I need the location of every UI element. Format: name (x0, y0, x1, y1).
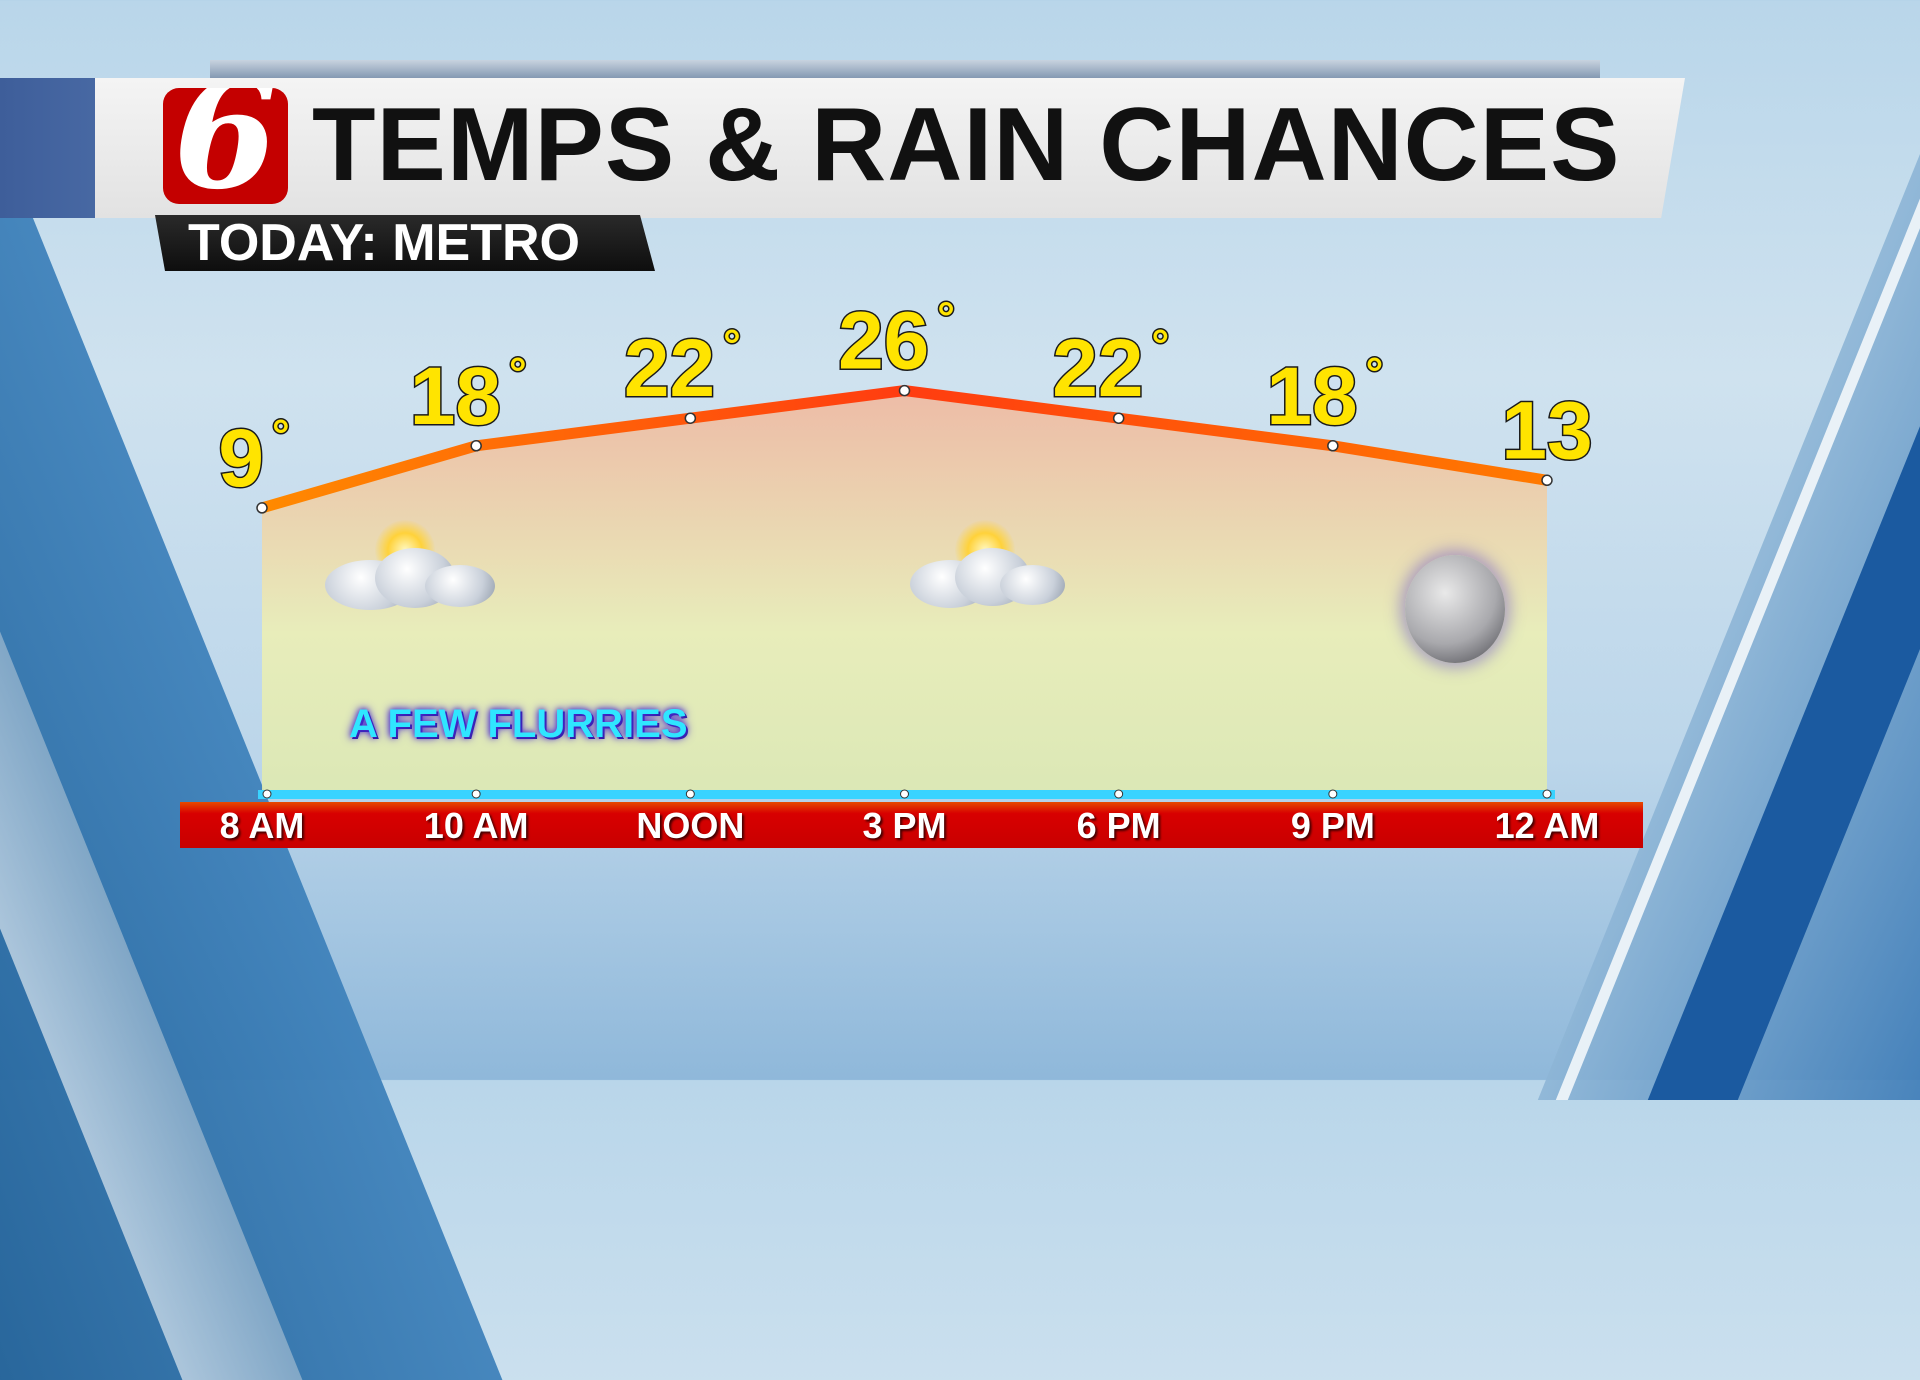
time-axis-bar (180, 802, 1643, 848)
logo-six: 6 (173, 88, 278, 204)
temp-data-label: 18 ° (410, 349, 527, 442)
x-tick-label: 6 PM (1076, 805, 1161, 846)
x-tick-label: 3 PM (862, 805, 947, 846)
degree-symbol: ° (272, 411, 290, 460)
x-tick-label: 8 AM (219, 805, 305, 846)
data-point (898, 384, 911, 397)
header-bar (95, 78, 1685, 218)
x-tick-label: NOON (636, 805, 745, 846)
degree-symbol: ° (1151, 321, 1169, 370)
temp-data-label: 9 ° (218, 411, 289, 504)
degree-symbol: ° (1366, 349, 1384, 398)
precip-annotation: A FEW FLURRIES (349, 702, 688, 746)
partly-cloudy-icon (910, 520, 1070, 620)
axis-tick-marker (262, 789, 272, 799)
x-tick-label: 9 PM (1290, 805, 1375, 846)
temp-data-label: 22 ° (1052, 321, 1169, 414)
data-point (684, 412, 697, 424)
axis-tick-marker (1542, 789, 1552, 799)
partly-cloudy-icon (325, 520, 505, 620)
temp-data-label: 13 (1501, 385, 1592, 476)
data-point (470, 440, 482, 452)
temp-data-label: 26 ° (838, 294, 955, 387)
degree-symbol: ° (509, 349, 527, 398)
axis-tick-marker (685, 789, 695, 799)
axis-tick-marker (471, 789, 481, 799)
temp-data-label: 22 ° (624, 321, 741, 414)
axis-tick-marker (900, 789, 909, 799)
axis-tick-marker (1328, 789, 1338, 799)
data-point (1112, 412, 1125, 424)
area-fill (262, 390, 1547, 794)
degree-symbol: ° (937, 294, 955, 343)
x-tick-label: 12 AM (1494, 805, 1600, 846)
data-point (1327, 440, 1339, 452)
data-point (256, 502, 268, 514)
temp-data-label: 18 ° (1266, 349, 1383, 442)
temperature-chart: 9 ° 18 ° 22 ° 26 ° 22 ° 18 ° 13 (217, 292, 1594, 799)
station-logo: 6 (163, 88, 288, 204)
x-tick-label: 10 AM (423, 805, 529, 846)
degree-symbol: ° (723, 321, 741, 370)
moon-icon (1405, 555, 1505, 663)
page-title: TEMPS & RAIN CHANCES (312, 87, 1621, 203)
background-top-strip (210, 60, 1600, 80)
subtitle-bar (155, 215, 655, 271)
data-point (1541, 474, 1553, 487)
subtitle: TODAY: METRO (188, 214, 580, 272)
axis-tick-marker (1114, 789, 1124, 799)
